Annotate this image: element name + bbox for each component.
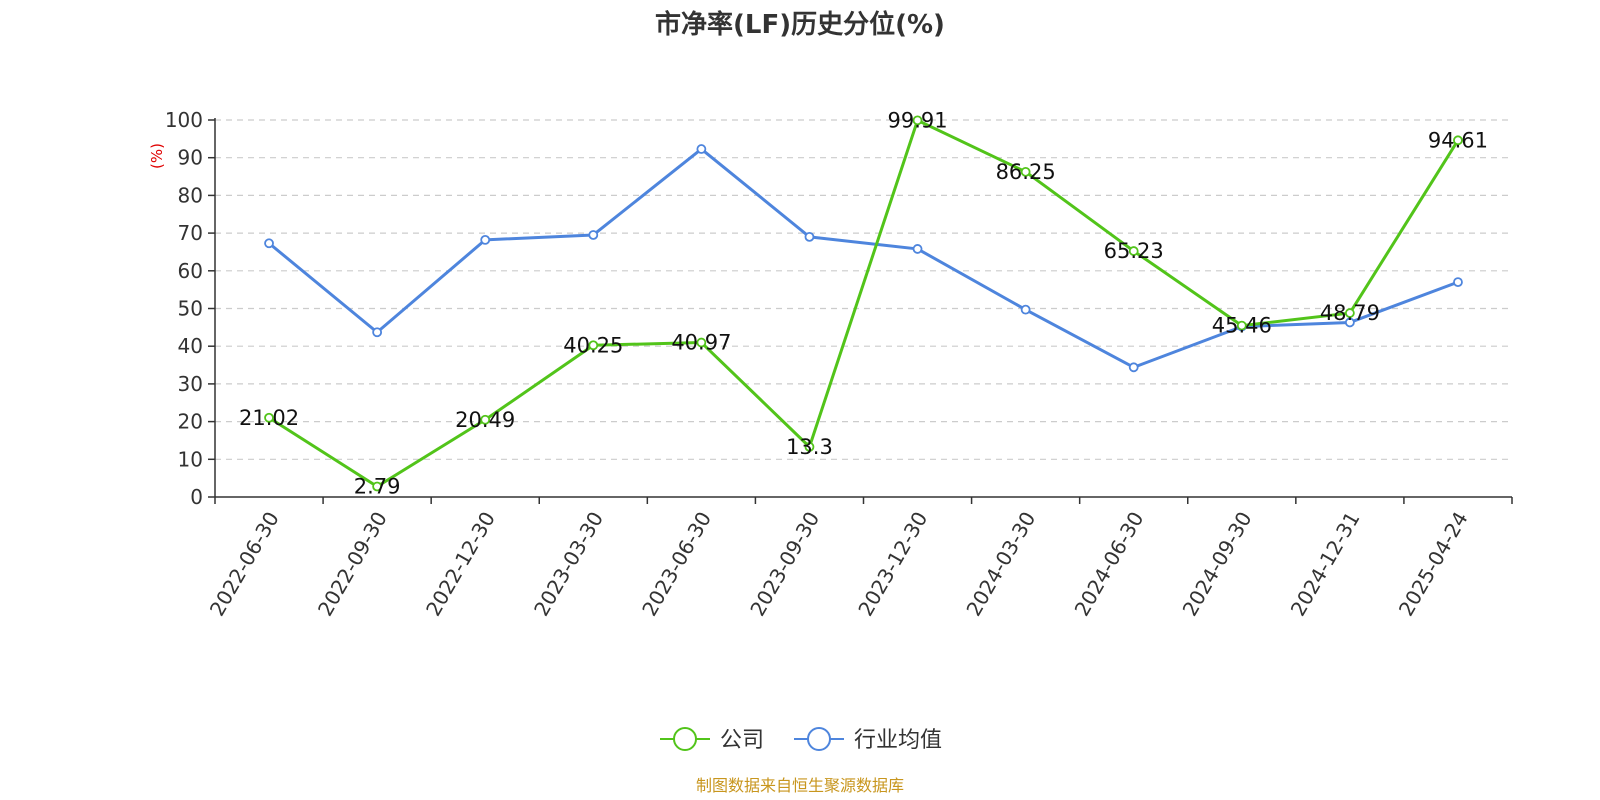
data-label: 13.3 [786,435,833,459]
data-point[interactable] [1453,277,1463,288]
grid-lines [215,119,1512,460]
data-label: 45.46 [1212,314,1272,338]
data-point[interactable] [480,234,491,245]
y-axis-label: (%) [148,143,166,169]
legend: 公司 行业均值 [660,727,942,753]
data-point[interactable] [480,414,491,425]
y-tick-label: 70 [178,221,203,245]
series-line [268,147,1459,369]
data-point[interactable] [1453,135,1463,146]
data-label: 99.91 [887,108,947,132]
data-point[interactable] [1128,362,1139,373]
data-point[interactable] [1236,320,1247,331]
y-tick-label: 60 [178,259,203,283]
series-line [268,118,1460,488]
data-point[interactable] [1020,304,1031,315]
data-label: 40.97 [671,331,731,355]
x-tick-label: 2022-12-30 [421,508,500,621]
axes [208,118,1513,504]
y-tick-label: 30 [178,372,203,396]
x-tick-label: 2024-12-31 [1286,508,1365,621]
x-tick-label: 2024-03-30 [961,508,1040,621]
data-point[interactable] [1128,246,1139,256]
data-point[interactable] [264,238,274,249]
x-tick-label: 2022-06-30 [205,508,284,621]
data-label: 20.49 [455,408,515,432]
x-tick-label: 2025-04-24 [1394,508,1473,621]
legend-label: 行业均值 [854,728,942,753]
y-axis-ticks: 0 10 20 30 40 50 60 70 80 90 100 [165,108,203,509]
data-point[interactable] [804,231,815,242]
x-tick-label: 2023-03-30 [529,508,608,621]
data-label: 86.25 [996,160,1056,184]
y-tick-label: 80 [178,183,203,207]
footer-source: 制图数据来自恒生聚源数据库 [696,776,904,795]
data-point[interactable] [588,340,599,351]
data-point[interactable] [1344,317,1355,328]
data-point[interactable] [372,327,383,338]
data-point[interactable] [264,412,274,423]
legend-item[interactable]: 公司 [660,727,764,753]
y-tick-label: 40 [178,334,203,358]
data-point[interactable] [696,337,707,348]
x-tick-label: 2023-12-30 [853,508,932,621]
data-point[interactable] [912,115,923,126]
x-tick-label: 2023-06-30 [637,508,716,621]
y-tick-label: 10 [178,447,203,471]
legend-marker-icon [673,727,697,751]
data-label: 21.02 [239,406,299,430]
y-tick-label: 90 [178,146,203,170]
y-tick-label: 0 [190,485,203,509]
chart-title: 市净率(LF)历史分位(%) [655,9,945,40]
data-label: 2.79 [354,474,401,498]
y-tick-label: 50 [178,297,203,321]
x-tick-label: 2023-09-30 [745,508,824,621]
data-point[interactable] [1344,308,1355,318]
data-label: 48.79 [1320,301,1380,325]
data-label: 40.25 [563,333,623,357]
data-point[interactable] [804,441,815,452]
x-tick-label: 2022-09-30 [313,508,392,621]
y-tick-label: 100 [165,108,203,132]
data-label: 65.23 [1104,239,1164,263]
series-group [264,115,1463,492]
data-point[interactable] [372,481,383,492]
legend-item[interactable]: 行业均值 [794,727,942,753]
legend-marker-icon [807,727,831,751]
data-point[interactable] [912,244,923,254]
y-tick-label: 20 [178,410,203,434]
data-label: 94.61 [1428,128,1488,152]
data-labels: 21.02 2.79 20.49 40.25 40.97 13.3 99.91 86.25 65… [239,108,1488,498]
x-axis-ticks: 2022-06-30 2022-09-30 2022-12-30 2023-03-30… [205,508,1473,621]
data-point[interactable] [1020,166,1031,177]
legend-label: 公司 [720,728,764,753]
data-point[interactable] [588,230,599,240]
x-tick-label: 2024-06-30 [1070,508,1149,621]
x-tick-label: 2024-09-30 [1178,508,1257,621]
data-point[interactable] [696,144,707,154]
